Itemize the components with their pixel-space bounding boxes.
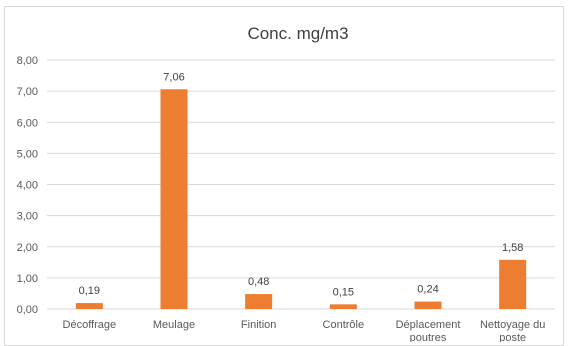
y-tick-label: 3,00 (17, 211, 38, 223)
category-label: poste (499, 332, 526, 342)
bar (499, 259, 527, 309)
data-label: 0,15 (333, 286, 354, 298)
y-tick-label: 6,00 (17, 117, 38, 129)
y-tick-label: 4,00 (17, 180, 38, 192)
bar (75, 303, 103, 309)
chart-title: Conc. mg/m3 (247, 24, 348, 43)
data-label: 1,58 (502, 242, 523, 254)
grid-layer (47, 59, 555, 310)
bar (414, 301, 442, 309)
y-tick-label: 1,00 (17, 273, 38, 285)
y-tick-label: 7,00 (17, 86, 38, 98)
category-label: Contrôle (323, 319, 365, 331)
category-label: Décoffrage (63, 319, 117, 331)
data-label: 7,06 (163, 71, 184, 83)
bar (329, 304, 357, 309)
data-label: 0,48 (248, 276, 269, 288)
category-label: Finition (241, 319, 276, 331)
y-axis-ticks: 0,00 1,00 2,00 3,00 4,00 5,00 6,00 7,00 8,00 (17, 55, 38, 316)
y-tick-label: 2,00 (17, 242, 38, 254)
category-label: Nettoyage du (480, 319, 545, 331)
x-axis-categories: Décoffrage Meulage Finition Contrôle Déplace… (63, 319, 546, 342)
y-tick-label: 0,00 (17, 304, 38, 316)
category-label: Meulage (153, 319, 195, 331)
category-label: Déplacement (396, 319, 461, 331)
y-tick-label: 5,00 (17, 148, 38, 160)
y-tick-label: 8,00 (17, 55, 38, 67)
data-labels: 0,19 7,06 0,48 0,15 0,24 1,58 (79, 71, 524, 298)
bar-series (75, 89, 527, 309)
data-label: 0,24 (417, 284, 438, 296)
bar (160, 89, 188, 309)
data-label: 0,19 (79, 285, 100, 297)
category-label: poutres (410, 332, 447, 342)
bar (245, 294, 273, 309)
